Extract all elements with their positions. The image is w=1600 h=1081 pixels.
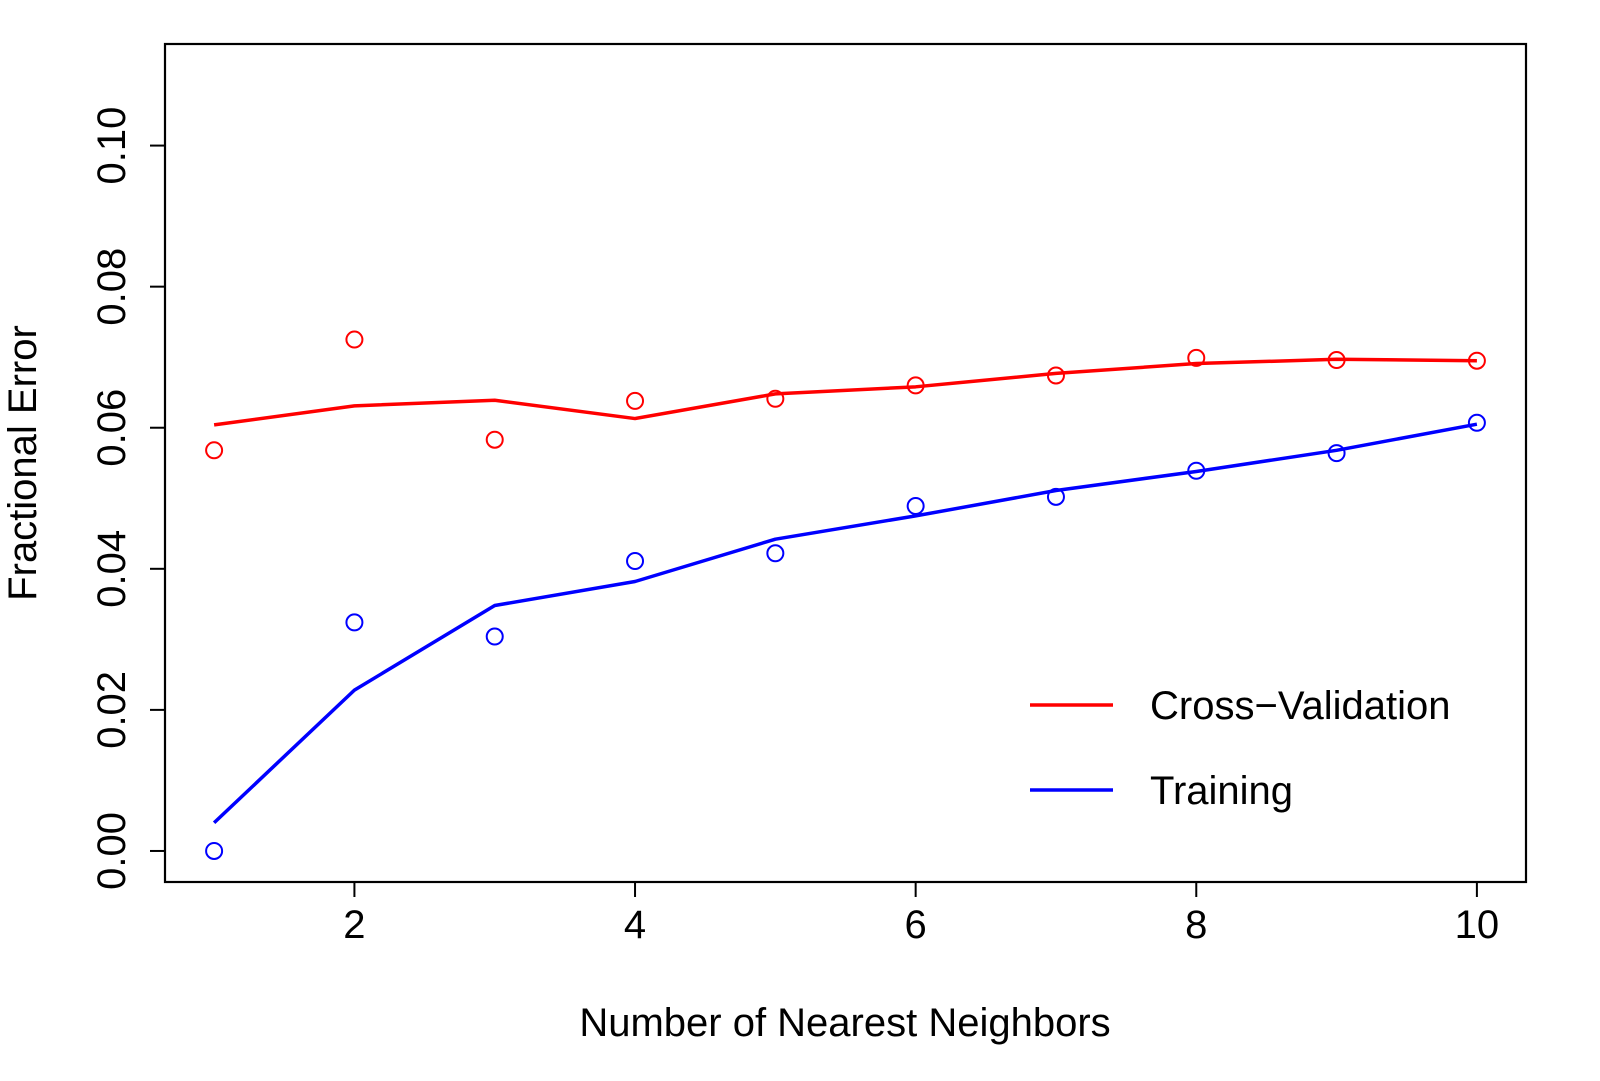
- y-tick-label: 0.02: [90, 671, 134, 749]
- data-point-cross-validation: [1467, 351, 1486, 370]
- data-point-cross-validation: [205, 441, 224, 460]
- y-axis-title: Fractional Error: [1, 325, 45, 601]
- y-tick-label: 0.00: [90, 812, 134, 890]
- x-tick-label: 8: [1185, 903, 1207, 947]
- data-point-training: [1187, 461, 1206, 480]
- data-point-cross-validation: [1187, 348, 1206, 367]
- legend-label-training: Training: [1150, 769, 1293, 813]
- data-point-training: [485, 627, 504, 646]
- y-tick-label: 0.06: [90, 389, 134, 467]
- x-tick-label: 10: [1455, 903, 1500, 947]
- data-point-cross-validation: [626, 391, 645, 410]
- series-layer: [205, 330, 1486, 860]
- series-line-training: [212, 422, 1478, 825]
- y-tick-label: 0.08: [90, 248, 134, 326]
- data-point-training: [1046, 487, 1065, 506]
- y-axis: 0.00 0.02 0.04 0.06 0.08 0.10: [90, 107, 166, 890]
- data-point-training: [626, 552, 645, 571]
- data-point-training: [766, 544, 785, 563]
- data-point-training: [345, 613, 364, 632]
- x-axis-title: Number of Nearest Neighbors: [579, 1001, 1110, 1045]
- y-tick-label: 0.04: [90, 530, 134, 608]
- x-tick-label: 4: [624, 903, 646, 947]
- data-point-training: [1467, 413, 1486, 432]
- data-point-cross-validation: [485, 430, 504, 449]
- x-tick-label: 6: [905, 903, 927, 947]
- data-point-cross-validation: [906, 376, 925, 395]
- x-tick-label: 2: [343, 903, 365, 947]
- plot-frame: [163, 42, 1528, 884]
- data-point-cross-validation: [1046, 366, 1065, 385]
- data-point-cross-validation: [1327, 351, 1346, 370]
- data-point-training: [1327, 444, 1346, 463]
- y-tick-label: 0.10: [90, 107, 134, 185]
- data-point-cross-validation: [766, 389, 785, 408]
- data-point-cross-validation: [345, 330, 364, 349]
- data-point-training: [205, 841, 224, 860]
- data-point-training: [906, 497, 925, 516]
- legend: Cross−Validation Training: [1030, 684, 1451, 813]
- series-line-cross-validation: [213, 357, 1477, 427]
- legend-label-cross-validation: Cross−Validation: [1150, 684, 1451, 728]
- x-axis: 2 4 6 8 10: [343, 881, 1500, 947]
